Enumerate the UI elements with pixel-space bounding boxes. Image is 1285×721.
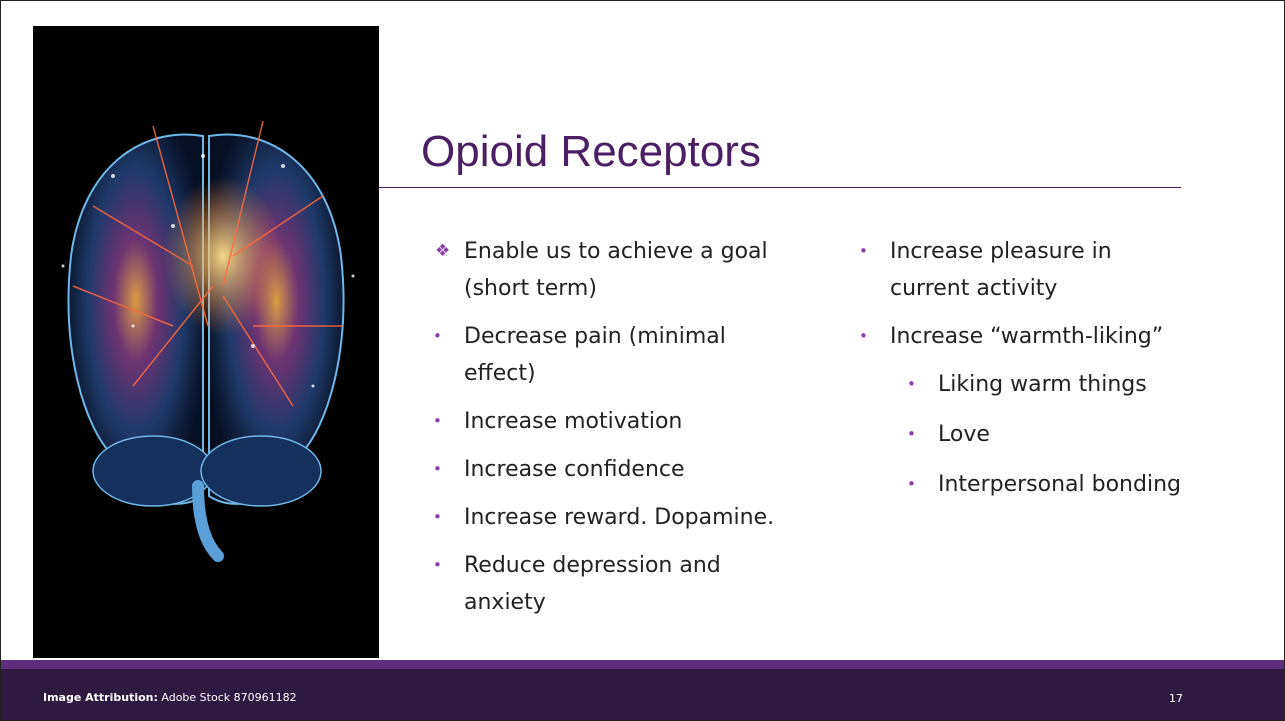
bullet-item: • Increase pleasure in current activity [859, 233, 1181, 307]
bullet-marker: • [859, 327, 868, 345]
right-column: • Increase pleasure in current activity • In… [859, 233, 1181, 516]
slide-title: Opioid Receptors [421, 127, 761, 176]
bullet-item: • Decrease pain (minimal effect) [433, 318, 774, 392]
image-attribution: Image Attribution: Adobe Stock 870961182 [43, 691, 297, 704]
bullet-marker: • [907, 425, 916, 443]
bullet-marker: • [433, 556, 442, 574]
bullet-marker: ❖ [435, 241, 451, 261]
footer-band [1, 669, 1284, 720]
bullet-marker: • [859, 242, 868, 260]
bullet-item: ❖ Enable us to achieve a goal (short term) [433, 233, 774, 307]
bullet-text: Decrease pain (minimal [464, 324, 726, 349]
bullet-item: • Increase confidence [433, 451, 774, 488]
bullet-text: Interpersonal bonding [938, 472, 1181, 497]
bullet-text: (short term) [464, 276, 597, 301]
bullet-marker: • [433, 412, 442, 430]
bullet-marker: • [433, 460, 442, 478]
bullet-marker: • [907, 375, 916, 393]
bullet-marker: • [433, 508, 442, 526]
bullet-marker: • [907, 475, 916, 493]
bullet-item: • Increase “warmth-liking” [859, 318, 1181, 355]
footer-stripe [1, 660, 1284, 669]
bullet-text: Increase reward. Dopamine. [464, 505, 775, 530]
bullet-item: • Love [859, 416, 1181, 453]
attribution-label: Image Attribution: [43, 691, 158, 704]
bullet-item: • Interpersonal bonding [859, 466, 1181, 503]
bullet-text: effect) [464, 361, 536, 386]
brain-image [33, 26, 379, 658]
bullet-item: • Reduce depression and anxiety [433, 547, 774, 621]
bullet-item: • Increase motivation [433, 403, 774, 440]
bullet-text: Love [938, 422, 990, 447]
title-rule [379, 187, 1181, 188]
bullet-text: anxiety [464, 590, 546, 615]
bullet-text: Reduce depression and [464, 553, 721, 578]
bullet-text: Increase pleasure in [890, 239, 1112, 264]
left-column: ❖ Enable us to achieve a goal (short term)… [433, 233, 774, 632]
bullet-text: Increase confidence [464, 457, 685, 482]
bullet-marker: • [433, 327, 442, 345]
bullet-text: current activity [890, 276, 1058, 301]
bullet-text: Liking warm things [938, 372, 1147, 397]
bullet-item: • Increase reward. Dopamine. [433, 499, 774, 536]
page-number: 17 [1169, 692, 1183, 705]
bullet-text: Increase “warmth-liking” [890, 324, 1164, 349]
bullet-item: • Liking warm things [859, 366, 1181, 403]
bullet-text: Increase motivation [464, 409, 683, 434]
bullet-text: Enable us to achieve a goal [464, 239, 768, 264]
attribution-text: Adobe Stock 870961182 [161, 691, 297, 704]
